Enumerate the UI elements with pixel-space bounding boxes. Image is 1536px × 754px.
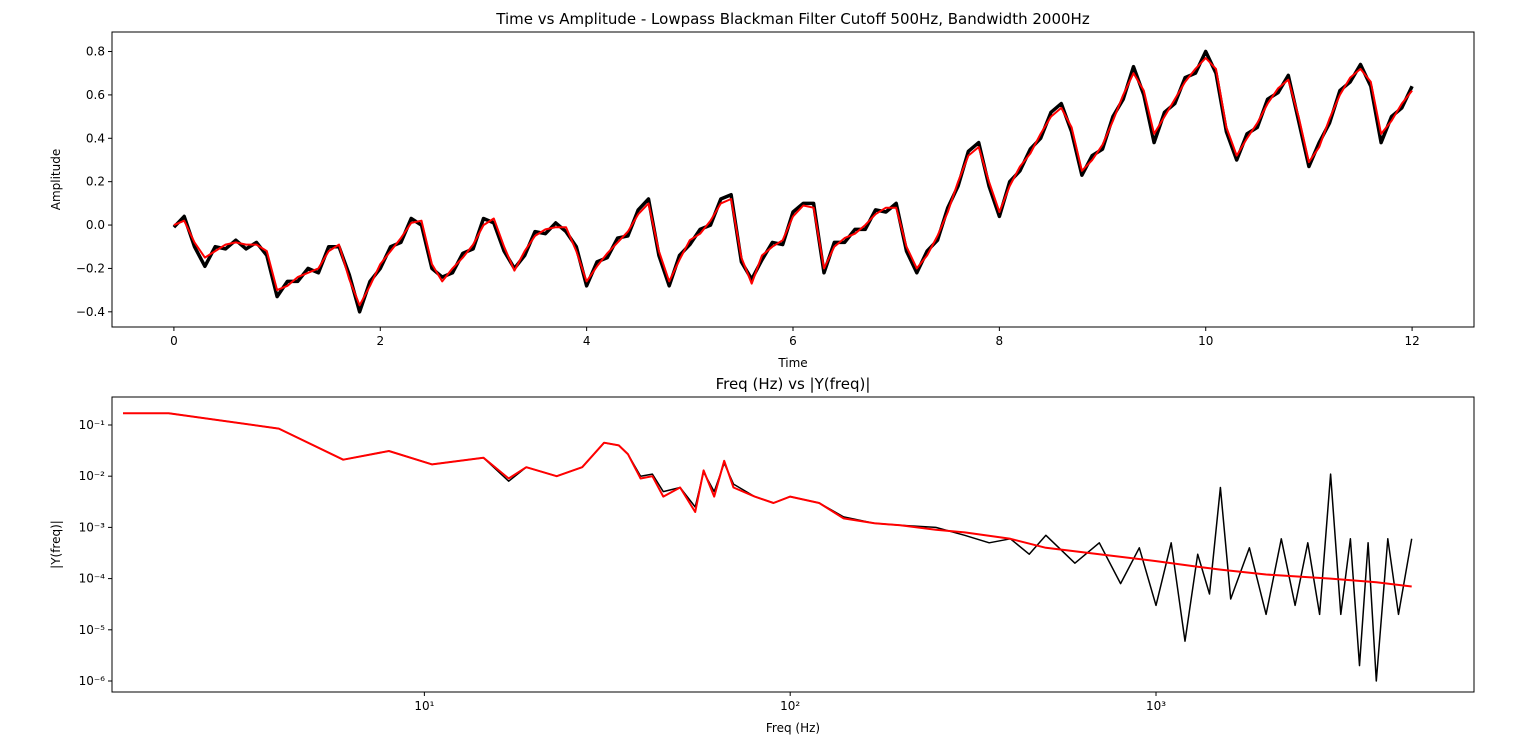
x-tick-label: 8 xyxy=(996,334,1004,348)
y-tick-label: 0.6 xyxy=(86,88,105,102)
x-tick-label: 10² xyxy=(780,699,800,713)
chart-title: Freq (Hz) vs |Y(freq)| xyxy=(716,375,871,393)
series-line xyxy=(123,412,1413,682)
y-tick-label: 10⁻⁴ xyxy=(79,572,106,586)
y-tick-label: 0.8 xyxy=(86,45,105,59)
y-tick-label: 10⁻² xyxy=(79,469,106,483)
series-line xyxy=(173,57,1413,307)
y-tick-label: −0.4 xyxy=(76,305,105,319)
plot-area xyxy=(172,49,1414,314)
y-axis-label: |Y(freq)| xyxy=(49,520,63,569)
x-tick-label: 12 xyxy=(1404,334,1419,348)
y-tick-label: 0.0 xyxy=(86,218,105,232)
x-tick-label: 4 xyxy=(583,334,591,348)
chart-title: Time vs Amplitude - Lowpass Blackman Fil… xyxy=(495,10,1090,28)
y-tick-label: −0.2 xyxy=(76,261,105,275)
x-tick-label: 10 xyxy=(1198,334,1213,348)
y-tick-label: 0.2 xyxy=(86,175,105,189)
axes-frame xyxy=(111,396,1475,693)
x-tick-label: 2 xyxy=(376,334,384,348)
x-tick-label: 6 xyxy=(789,334,797,348)
x-tick-label: 10³ xyxy=(1146,699,1166,713)
x-axis-label: Freq (Hz) xyxy=(766,721,820,735)
x-tick-label: 10¹ xyxy=(414,699,434,713)
x-axis-label: Time xyxy=(777,356,807,370)
y-tick-label: 10⁻¹ xyxy=(79,418,106,432)
series-line xyxy=(172,49,1414,314)
y-axis-label: Amplitude xyxy=(49,149,63,211)
y-tick-label: 10⁻⁵ xyxy=(79,623,106,637)
y-tick-label: 0.4 xyxy=(86,131,105,145)
x-tick-label: 0 xyxy=(170,334,178,348)
y-tick-label: 10⁻³ xyxy=(79,520,106,534)
series-line xyxy=(123,412,1412,588)
y-tick-label: 10⁻⁶ xyxy=(79,674,106,688)
axes-frame xyxy=(111,31,1475,328)
plot-area xyxy=(123,412,1413,682)
